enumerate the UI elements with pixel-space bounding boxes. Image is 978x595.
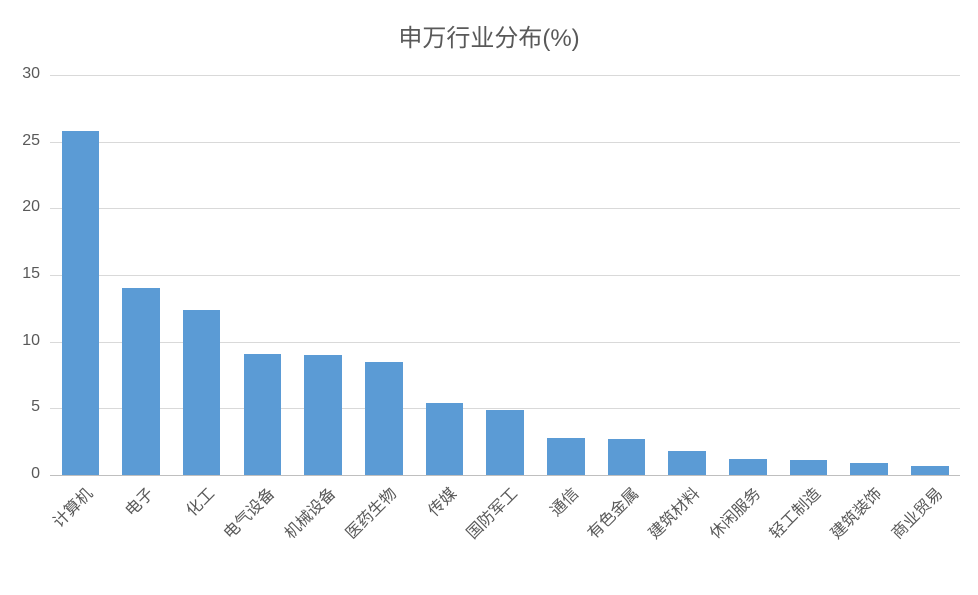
- y-tick-label: 20: [0, 198, 40, 216]
- bar: [244, 354, 282, 475]
- x-tick-label: 传媒: [422, 481, 462, 521]
- x-tick-label: 电子: [118, 481, 158, 521]
- y-tick-label: 0: [0, 465, 40, 483]
- x-label-slot: 电子: [111, 475, 172, 595]
- x-tick-labels: 计算机电子化工电气设备机械设备医药生物传媒国防军工通信有色金属建筑材料休闲服务轻…: [50, 475, 960, 595]
- x-label-slot: 国防军工: [475, 475, 536, 595]
- bar-slot: [717, 75, 778, 475]
- bar: [486, 410, 524, 475]
- bar: [122, 288, 160, 475]
- bar: [426, 403, 464, 475]
- bar: [608, 439, 646, 475]
- bar: [790, 460, 828, 475]
- bar-slot: [232, 75, 293, 475]
- x-label-slot: 计算机: [50, 475, 111, 595]
- bar-slot: [778, 75, 839, 475]
- plot-area: [50, 75, 960, 475]
- bar-slot: [353, 75, 414, 475]
- bar-slot: [111, 75, 172, 475]
- y-tick-label: 10: [0, 332, 40, 350]
- bar-slot: [414, 75, 475, 475]
- x-tick-label: 计算机: [46, 481, 97, 532]
- bar-slot: [839, 75, 900, 475]
- bar: [183, 310, 221, 475]
- x-label-slot: 商业贸易: [899, 475, 960, 595]
- bar: [365, 362, 403, 475]
- bar: [62, 131, 100, 475]
- bars-group: [50, 75, 960, 475]
- y-tick-label: 5: [0, 398, 40, 416]
- bar: [729, 459, 767, 475]
- x-tick-label: 通信: [543, 481, 583, 521]
- bar-slot: [293, 75, 354, 475]
- x-label-slot: 电气设备: [232, 475, 293, 595]
- x-label-slot: 通信: [535, 475, 596, 595]
- chart-title: 申万行业分布(%): [0, 0, 978, 53]
- bar: [850, 463, 888, 475]
- x-label-slot: 轻工制造: [778, 475, 839, 595]
- x-label-slot: 有色金属: [596, 475, 657, 595]
- x-tick-label: 化工: [179, 481, 219, 521]
- x-label-slot: 化工: [171, 475, 232, 595]
- bar-slot: [535, 75, 596, 475]
- bar: [911, 466, 949, 475]
- bar-slot: [899, 75, 960, 475]
- y-tick-label: 25: [0, 132, 40, 150]
- bar-slot: [596, 75, 657, 475]
- bar: [547, 438, 585, 475]
- y-tick-label: 30: [0, 65, 40, 83]
- x-label-slot: 机械设备: [293, 475, 354, 595]
- x-label-slot: 建筑装饰: [839, 475, 900, 595]
- bar-slot: [50, 75, 111, 475]
- bar-slot: [171, 75, 232, 475]
- bar: [668, 451, 706, 475]
- bar-slot: [475, 75, 536, 475]
- x-label-slot: 传媒: [414, 475, 475, 595]
- bar-slot: [657, 75, 718, 475]
- x-label-slot: 建筑材料: [657, 475, 718, 595]
- chart-container: 申万行业分布(%) 051015202530 计算机电子化工电气设备机械设备医药…: [0, 0, 978, 585]
- bar: [304, 355, 342, 475]
- y-tick-label: 15: [0, 265, 40, 283]
- x-label-slot: 医药生物: [353, 475, 414, 595]
- x-label-slot: 休闲服务: [717, 475, 778, 595]
